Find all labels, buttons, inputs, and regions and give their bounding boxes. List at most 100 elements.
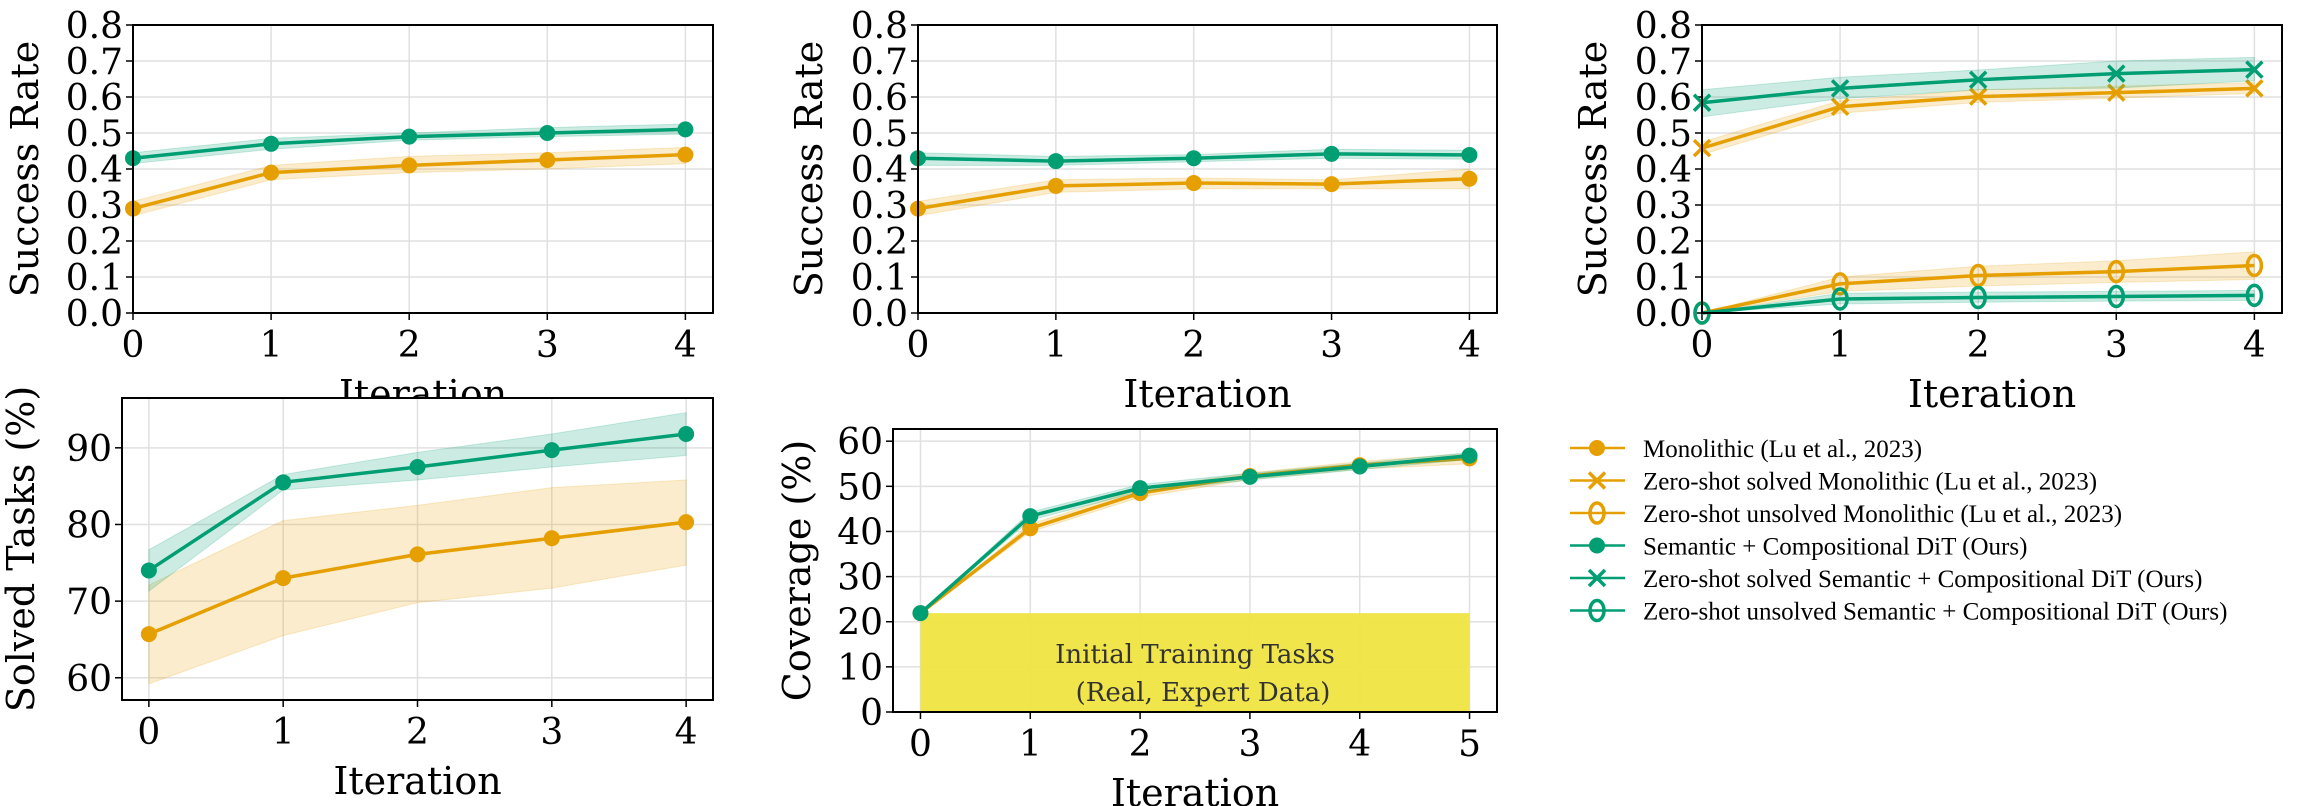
legend-item: Zero-shot unsolved Semantic + Compositio…	[1570, 599, 2227, 626]
axes-frame	[917, 24, 1498, 314]
y-tick-label: 0.8	[66, 6, 123, 47]
legend-label: Semantic + Compositional DiT (Ours)	[1643, 534, 2027, 561]
x-axis-label: Iteration	[333, 759, 501, 803]
y-tick-label: 50	[837, 467, 883, 508]
data-point	[263, 135, 280, 152]
x-tick-label: 4	[674, 325, 697, 366]
data-point	[539, 125, 556, 141]
subplot-1: 0 1 2 3 40.00.10.20.30.40.50.60.70.8Iteratio…	[3, 6, 714, 416]
data-point	[2107, 64, 2126, 83]
data-point	[409, 458, 426, 475]
x-tick-label: 4	[1348, 724, 1371, 765]
open-circle-marker-icon	[1588, 501, 1606, 525]
data-point	[1351, 458, 1368, 475]
initial-tasks-region	[920, 613, 1470, 712]
data-point	[1022, 520, 1039, 537]
x-tick-label: 4	[1458, 325, 1481, 366]
circle-marker-icon	[1589, 537, 1605, 554]
y-tick-label: 0.4	[66, 150, 123, 191]
legend-label: Zero-shot solved Semantic + Compositiona…	[1643, 566, 2202, 593]
legend-item: Semantic + Compositional DiT (Ours)	[1570, 534, 2027, 561]
axes-frame	[132, 24, 714, 314]
y-tick-label: 20	[837, 603, 883, 644]
open-circle-marker-icon	[1588, 598, 1606, 623]
subplot-3: 0 1 2 3 4 0.00.10.20.30.40.50.60.70.8 Iteratio…	[1571, 6, 2283, 416]
y-tick-label: 0.3	[66, 186, 123, 227]
y-tick-label: 0.5	[66, 114, 123, 155]
legend-label: Monolithic (Lu et al., 2023)	[1643, 436, 1922, 463]
y-axis-label: Success Rate	[3, 41, 47, 298]
data-point	[1461, 447, 1478, 464]
legend-item: Monolithic (Lu et al., 2023)	[1570, 436, 1922, 463]
data-point	[543, 530, 560, 547]
axes-frame	[1701, 24, 2283, 314]
legend-item: Zero-shot solved Semantic + Compositiona…	[1570, 566, 2202, 593]
data-point	[263, 164, 280, 181]
legend: Monolithic (Lu et al., 2023) Zero-shot so…	[1570, 436, 2227, 626]
y-tick-label: 0.4	[1635, 150, 1692, 191]
y-tick-label: 0.1	[851, 258, 908, 299]
region-label-line1: Initial Training Tasks	[1055, 640, 1335, 670]
y-tick-label: 10	[837, 648, 883, 689]
data-point	[2245, 253, 2264, 278]
data-point	[2245, 79, 2264, 98]
data-point	[1132, 480, 1149, 497]
x-tick-label: 2	[406, 712, 429, 753]
y-tick-label: 0.2	[66, 222, 123, 263]
y-tick-label: 0.0	[1635, 294, 1692, 335]
y-tick-label: 70	[66, 582, 112, 623]
data-point	[401, 128, 418, 145]
y-tick-label: 0.8	[1635, 6, 1692, 47]
y-tick-label: 0.3	[1635, 186, 1692, 227]
legend-item: Zero-shot unsolved Monolithic (Lu et al.…	[1570, 501, 2122, 528]
x-tick-label: 0	[907, 325, 930, 366]
y-tick-label: 0.2	[1635, 222, 1692, 263]
x-tick-label: 1	[1019, 724, 1042, 765]
data-point	[1461, 170, 1478, 187]
y-tick-label: 0.0	[851, 294, 908, 335]
x-tick-label: 3	[540, 712, 563, 753]
x-axis-label: Iteration	[1111, 771, 1279, 806]
x-tick-label: 2	[398, 325, 421, 366]
x-axis-label: Iteration	[1908, 372, 2076, 416]
x-tick-label: 0	[1691, 325, 1714, 366]
x-marker-icon	[1587, 568, 1607, 588]
confidence-band	[1701, 82, 2255, 156]
legend-item: Zero-shot solved Monolithic (Lu et al., …	[1570, 469, 2097, 496]
data-point	[539, 152, 556, 168]
y-tick-label: 0.4	[851, 150, 908, 191]
data-point	[1323, 176, 1340, 193]
y-axis-label: Coverage (%)	[775, 440, 819, 701]
x-tick-label: 1	[260, 325, 283, 366]
y-tick-label: 0.6	[1635, 78, 1692, 119]
y-tick-label: 0.6	[66, 78, 123, 119]
y-tick-label: 0	[860, 693, 883, 734]
data-point	[1969, 263, 1987, 288]
axes-frame	[121, 397, 714, 701]
data-point	[1831, 287, 1849, 311]
data-point	[275, 570, 292, 587]
y-tick-label: 0.8	[851, 6, 908, 47]
x-tick-label: 3	[1238, 724, 1261, 765]
x-tick-label: 2	[1182, 325, 1205, 366]
x-axis-label: Iteration	[1123, 372, 1291, 416]
data-point	[1968, 70, 1988, 89]
data-point	[1047, 153, 1064, 170]
y-tick-label: 0.7	[66, 42, 123, 83]
series-line	[919, 453, 1470, 615]
x-tick-label: 4	[675, 712, 698, 753]
y-tick-label: 0.5	[1635, 114, 1692, 155]
y-tick-label: 0.6	[851, 78, 908, 119]
data-point	[1461, 146, 1478, 163]
y-tick-label: 0.2	[851, 222, 908, 263]
x-tick-label: 1	[1829, 325, 1852, 366]
data-point	[1830, 97, 1850, 116]
data-point	[1185, 175, 1202, 192]
y-tick-label: 0.3	[851, 186, 908, 227]
x-tick-label: 2	[1129, 724, 1152, 765]
x-tick-label: 1	[272, 712, 295, 753]
circle-marker-icon	[1589, 440, 1605, 456]
data-point	[2245, 283, 2264, 308]
y-axis-label: Success Rate	[787, 41, 831, 298]
